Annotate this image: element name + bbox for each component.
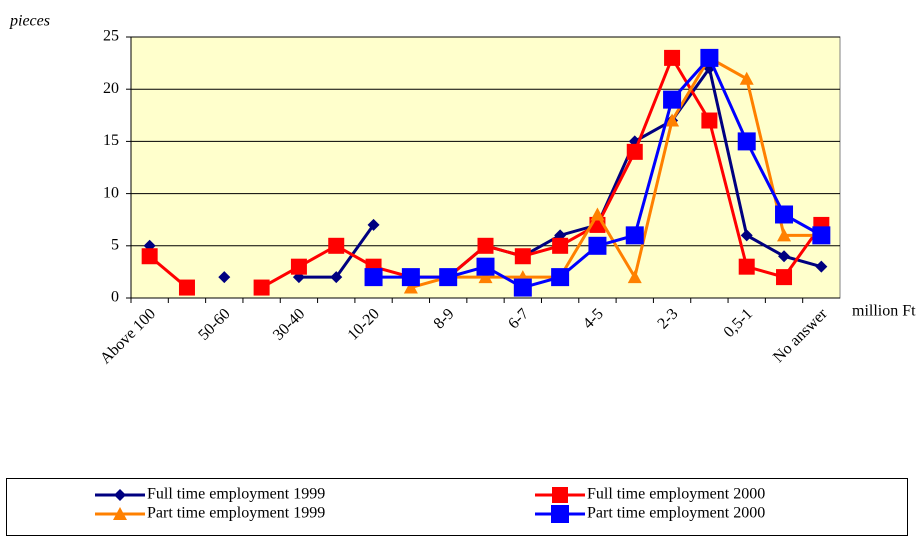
- data-point: [551, 268, 570, 287]
- data-point: [439, 268, 458, 287]
- data-point: [700, 48, 719, 67]
- legend-marker: [551, 505, 569, 523]
- x-axis-label: million Ft: [852, 303, 916, 320]
- legend-label: Full time employment 1999: [147, 486, 325, 503]
- y-tick-label: 15: [103, 132, 119, 149]
- y-axis-label: pieces: [9, 13, 50, 30]
- data-point: [739, 71, 754, 85]
- data-point: [815, 260, 828, 273]
- data-point: [626, 143, 643, 160]
- data-point: [778, 250, 791, 263]
- data-point: [477, 237, 494, 254]
- y-tick-label: 20: [103, 80, 119, 97]
- x-tick-label: Above 100: [97, 305, 159, 367]
- data-point: [775, 205, 794, 224]
- data-point: [663, 90, 682, 109]
- data-point: [328, 237, 345, 254]
- data-point: [627, 270, 642, 284]
- data-point: [253, 279, 270, 296]
- x-tick-label: 0,5-1: [721, 305, 757, 341]
- data-point: [364, 268, 383, 287]
- legend-label: Full time employment 2000: [587, 486, 765, 503]
- x-tick-label: 8-9: [431, 305, 458, 332]
- legend-marker: [113, 507, 127, 520]
- data-point: [701, 112, 718, 129]
- data-point: [218, 271, 231, 284]
- x-tick-label: 30-40: [270, 305, 308, 343]
- data-point: [552, 237, 569, 254]
- data-point: [478, 270, 493, 284]
- data-point: [625, 226, 644, 245]
- x-tick-label: 6-7: [505, 305, 532, 332]
- x-tick-label: 10-20: [345, 305, 383, 343]
- data-point: [737, 132, 756, 151]
- data-point: [588, 236, 607, 255]
- data-point: [665, 113, 680, 127]
- data-point: [514, 248, 531, 265]
- data-point: [664, 49, 681, 66]
- legend-marker: [552, 487, 568, 503]
- y-tick-label: 5: [111, 236, 119, 253]
- data-point: [367, 218, 380, 231]
- series-line: [410, 55, 822, 290]
- x-tick-label: 4-5: [580, 305, 607, 332]
- y-tick-label: 0: [111, 289, 119, 306]
- x-tick-label: 50-60: [195, 305, 233, 343]
- data-point: [776, 269, 793, 286]
- y-tick-label: 10: [103, 184, 119, 201]
- legend: [6, 478, 908, 536]
- legend-label: Part time employment 2000: [587, 505, 765, 522]
- data-point: [330, 271, 343, 284]
- data-point: [403, 280, 418, 294]
- data-point: [141, 248, 158, 265]
- data-point: [812, 226, 831, 245]
- data-point: [290, 258, 307, 275]
- legend-marker: [114, 489, 126, 501]
- data-point: [740, 229, 753, 242]
- legend-label: Part time employment 1999: [147, 505, 325, 522]
- data-point: [777, 228, 792, 242]
- data-point: [178, 279, 195, 296]
- x-tick-label: 2-3: [654, 305, 681, 332]
- data-point: [476, 257, 495, 276]
- data-point: [513, 278, 532, 297]
- data-point: [738, 258, 755, 275]
- y-tick-label: 25: [103, 28, 119, 45]
- x-tick-label: No answer: [770, 305, 831, 366]
- data-point: [590, 207, 605, 221]
- data-point: [401, 268, 420, 287]
